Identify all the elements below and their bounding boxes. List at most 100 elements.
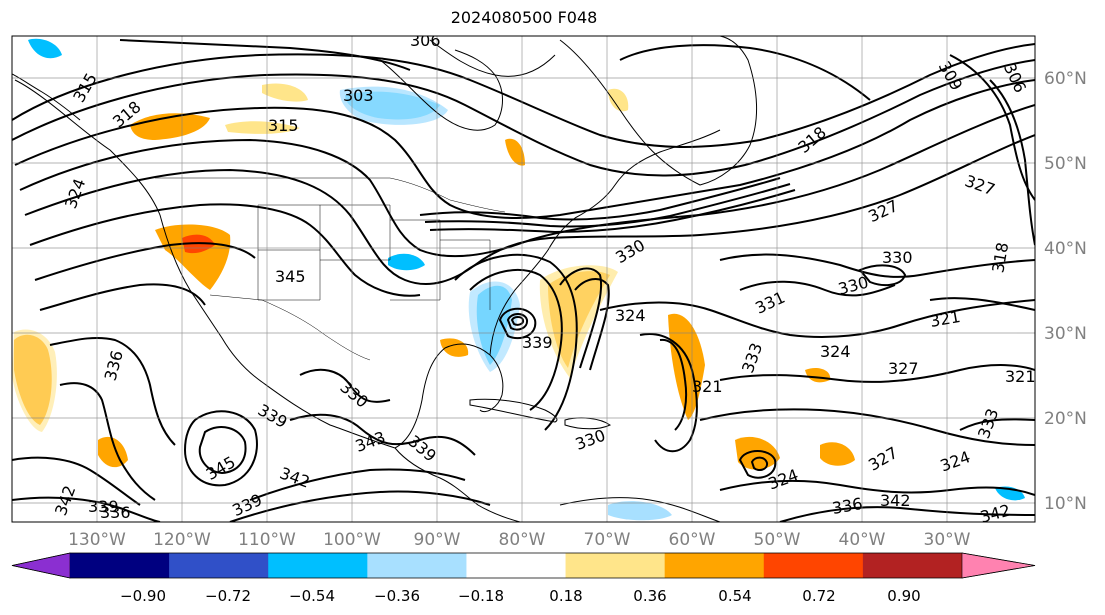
lon-label: 80°W bbox=[499, 530, 546, 550]
contour-line bbox=[429, 189, 796, 234]
coast-cuba bbox=[469, 398, 558, 423]
shade-positive-labrador bbox=[505, 138, 525, 166]
lon-label: 130°W bbox=[68, 530, 126, 550]
shading-layer bbox=[12, 38, 1025, 521]
contour-line bbox=[59, 382, 156, 501]
contour-line bbox=[659, 338, 688, 431]
shade-negative-arctic bbox=[28, 38, 62, 59]
contour-line bbox=[959, 418, 1035, 431]
lat-label: 50°N bbox=[1044, 154, 1087, 174]
contour-line bbox=[39, 283, 206, 311]
contour-line bbox=[469, 269, 563, 411]
colorbar-tick-label: 0.90 bbox=[887, 587, 920, 605]
contour-label: 339 bbox=[522, 333, 553, 352]
shade-negative-hudson-edge bbox=[339, 86, 448, 125]
coast-baffin bbox=[429, 39, 556, 77]
colorbar-ticks: −0.90 −0.72 −0.54 −0.36 −0.18 0.18 0.36 … bbox=[120, 587, 921, 605]
shade-negative-south bbox=[608, 501, 672, 521]
contour-layer bbox=[12, 39, 1035, 522]
contour-line bbox=[12, 43, 1035, 148]
contour-line bbox=[12, 59, 1035, 177]
border-state-5 bbox=[440, 239, 491, 310]
contour-ring-outer bbox=[183, 410, 258, 487]
coast-greenland bbox=[559, 36, 757, 186]
colorbar-outline bbox=[11, 552, 1036, 579]
contour-ring-tropical bbox=[738, 450, 777, 479]
colorbar-segment bbox=[664, 553, 765, 578]
contour-ring-tropical-inner bbox=[750, 456, 769, 472]
colorbar-tick-label: 0.72 bbox=[802, 587, 835, 605]
contour-line bbox=[424, 183, 791, 228]
lat-label: 20°N bbox=[1044, 409, 1087, 429]
contour-line bbox=[719, 253, 1035, 278]
map-frame-border bbox=[11, 35, 1036, 523]
contour-label: 315 bbox=[268, 116, 299, 135]
coast-central-america bbox=[394, 447, 521, 522]
shade-positive-north bbox=[262, 83, 308, 102]
shade-positive-greenland bbox=[608, 88, 629, 112]
colorbar-tick-label: 0.36 bbox=[633, 587, 666, 605]
contour-line bbox=[858, 264, 907, 287]
colorbar-segment bbox=[763, 553, 864, 578]
border-us-mexico bbox=[209, 294, 371, 361]
lon-label: 50°W bbox=[754, 530, 801, 550]
contour-line bbox=[119, 39, 411, 71]
contour-label: 342 bbox=[880, 491, 911, 510]
contour-line bbox=[779, 506, 1035, 522]
contour-label: 345 bbox=[275, 267, 306, 286]
colorbar-segment bbox=[268, 553, 368, 578]
contour-storm-ring-3 bbox=[510, 316, 525, 326]
colorbar-segment bbox=[466, 553, 567, 578]
colorbar-extend-min bbox=[11, 552, 71, 579]
contour-line bbox=[929, 297, 1035, 311]
border-state-3 bbox=[257, 250, 321, 301]
lat-label: 30°N bbox=[1044, 324, 1087, 344]
contour-line bbox=[49, 336, 176, 446]
lon-label: 30°W bbox=[924, 530, 971, 550]
colorbar-tick-label: −0.36 bbox=[374, 587, 420, 605]
contour-line bbox=[289, 413, 476, 456]
contour-line bbox=[639, 333, 698, 453]
contour-label: 324 bbox=[615, 306, 646, 325]
coast-south-america bbox=[559, 497, 721, 522]
border-state-4 bbox=[390, 219, 441, 301]
contour-line bbox=[574, 278, 610, 371]
shade-positive-pacific-nw bbox=[130, 113, 210, 140]
contour-label: 339 bbox=[88, 497, 119, 516]
contour-line bbox=[299, 368, 391, 403]
contour-line bbox=[454, 253, 578, 431]
contour-line bbox=[949, 54, 1035, 201]
lat-label: 60°N bbox=[1044, 69, 1087, 89]
contour-line bbox=[989, 79, 1035, 246]
colorbar-segment bbox=[367, 553, 467, 578]
contour-line bbox=[14, 79, 1035, 219]
lon-label: 110°W bbox=[238, 530, 296, 550]
contour-storm-ring-1 bbox=[498, 307, 537, 340]
colorbar-tick-label: 0.18 bbox=[549, 587, 582, 605]
lon-label: 40°W bbox=[839, 530, 886, 550]
colorbar-tick-label: −0.54 bbox=[289, 587, 335, 605]
contour-label: 324 bbox=[820, 342, 851, 361]
colorbar-tick-label: −0.18 bbox=[458, 587, 504, 605]
shade-positive-canada bbox=[225, 121, 300, 134]
lon-label: 90°W bbox=[414, 530, 461, 550]
contour-label: 303 bbox=[343, 86, 374, 105]
shade-positive-gulf bbox=[440, 338, 469, 357]
contour-line bbox=[249, 468, 466, 501]
contour-label: 321 bbox=[692, 377, 723, 396]
colorbar-segment bbox=[70, 553, 170, 578]
lat-label: 40°N bbox=[1044, 239, 1087, 259]
border-us-canada bbox=[155, 177, 506, 213]
colorbar-segment bbox=[862, 553, 963, 578]
lat-label: 10°N bbox=[1044, 494, 1087, 514]
coast-north-america-west bbox=[14, 79, 396, 449]
colorbar-segment bbox=[565, 553, 666, 578]
lat-axis: 60°N 50°N 40°N 30°N 20°N 10°N bbox=[1044, 69, 1087, 514]
border-state-2 bbox=[320, 204, 391, 261]
contour-label: 306 bbox=[410, 31, 441, 50]
contour-line bbox=[29, 203, 421, 297]
shade-positive-west-coast-edge bbox=[12, 329, 57, 432]
colorbar bbox=[11, 552, 1036, 579]
graticule bbox=[12, 36, 1035, 522]
